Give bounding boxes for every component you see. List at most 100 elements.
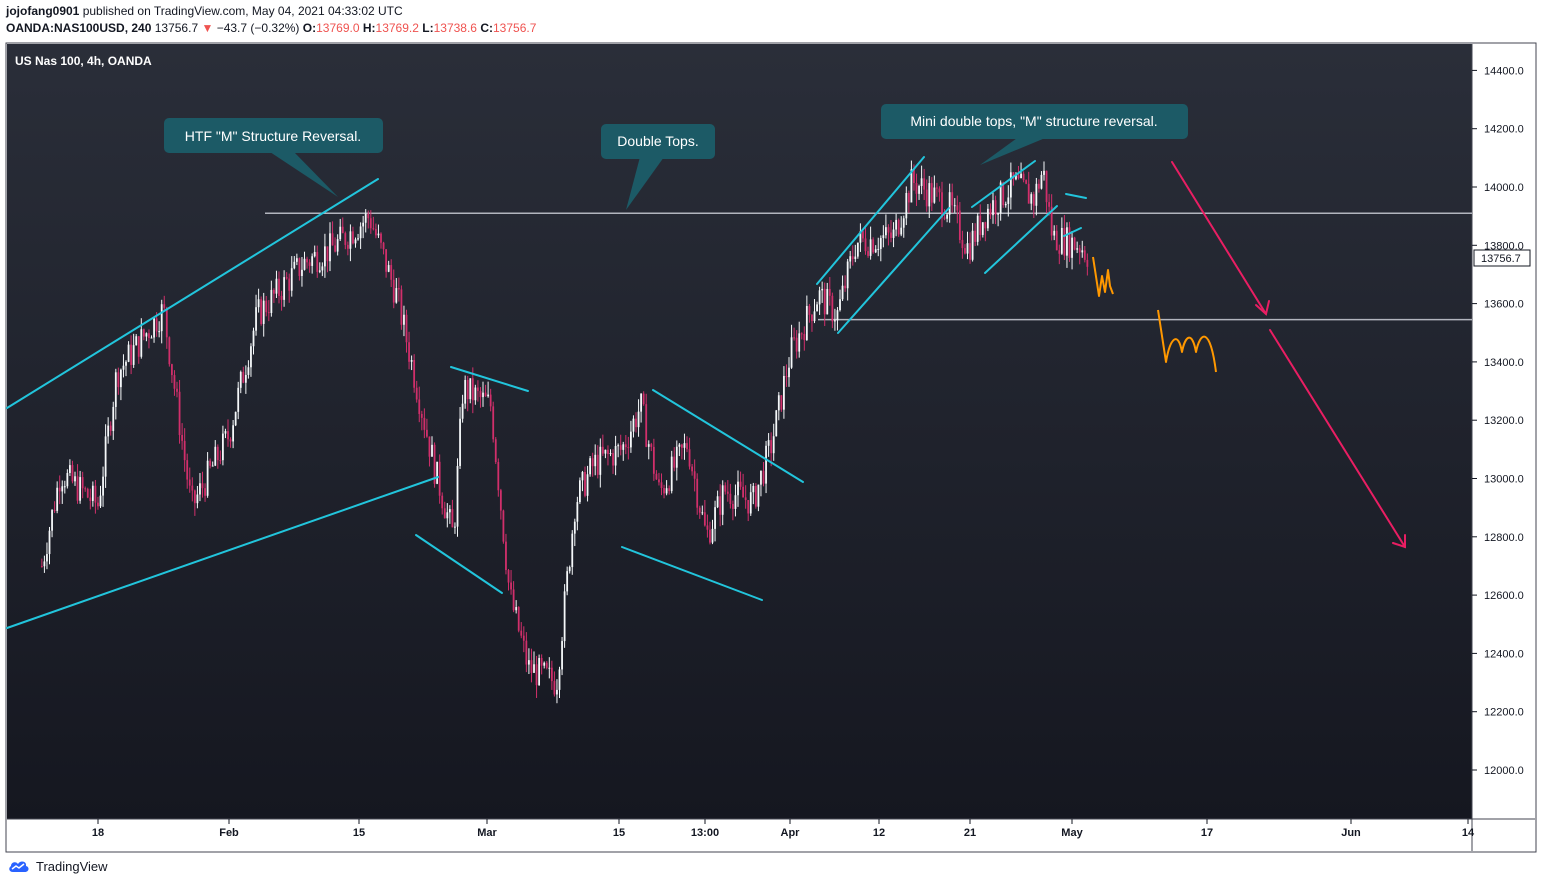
candle[interactable] — [385, 249, 388, 278]
candle[interactable] — [734, 484, 737, 517]
callout-htf-m-reversal[interactable]: HTF "M" Structure Reversal. — [164, 118, 383, 197]
candle[interactable] — [61, 480, 64, 504]
candle[interactable] — [107, 417, 110, 444]
candle[interactable] — [1035, 177, 1038, 216]
plot-area[interactable] — [7, 44, 1472, 819]
candle[interactable] — [770, 432, 773, 467]
candle[interactable] — [71, 460, 74, 484]
candle[interactable] — [247, 360, 250, 379]
candle[interactable] — [953, 198, 956, 213]
candle[interactable] — [525, 632, 528, 673]
candle[interactable] — [890, 220, 892, 243]
candle[interactable] — [943, 209, 946, 221]
candle[interactable] — [984, 221, 987, 242]
candle[interactable] — [607, 445, 609, 466]
candle[interactable] — [173, 370, 176, 396]
candle[interactable] — [349, 224, 352, 262]
candle[interactable] — [227, 419, 229, 447]
candle[interactable] — [484, 384, 487, 397]
candle[interactable] — [974, 223, 977, 247]
candle[interactable] — [278, 271, 280, 304]
candle[interactable] — [760, 470, 762, 497]
candle[interactable] — [839, 289, 841, 312]
candle[interactable] — [428, 436, 431, 467]
candle[interactable] — [540, 654, 543, 675]
candle[interactable] — [612, 449, 614, 474]
candle[interactable] — [505, 533, 507, 575]
candle[interactable] — [660, 473, 663, 496]
candle[interactable] — [301, 257, 303, 287]
candle[interactable] — [925, 179, 928, 212]
candle[interactable] — [573, 518, 576, 547]
candle[interactable] — [877, 237, 880, 257]
candle[interactable] — [443, 501, 446, 519]
candle[interactable] — [492, 401, 495, 443]
candle[interactable] — [543, 661, 546, 669]
candle[interactable] — [372, 216, 375, 231]
trendline-triangle-bottom[interactable] — [415, 534, 503, 594]
candle[interactable] — [222, 425, 224, 466]
candle[interactable] — [459, 407, 461, 469]
candle[interactable] — [341, 217, 344, 234]
candle[interactable] — [395, 278, 398, 304]
candle[interactable] — [283, 270, 286, 307]
candle[interactable] — [423, 408, 426, 439]
candle[interactable] — [691, 463, 694, 476]
candle[interactable] — [1038, 179, 1040, 193]
candle[interactable] — [420, 410, 423, 431]
candle[interactable] — [670, 450, 673, 494]
candle[interactable] — [216, 444, 219, 469]
candle[interactable] — [765, 440, 767, 494]
candle[interactable] — [658, 472, 660, 486]
candle[interactable] — [451, 499, 454, 528]
candle[interactable] — [1058, 244, 1061, 265]
candle[interactable] — [308, 259, 311, 273]
candle[interactable] — [1076, 241, 1079, 254]
candle[interactable] — [987, 204, 989, 232]
candle[interactable] — [477, 380, 479, 402]
candle[interactable] — [683, 433, 686, 460]
candle[interactable] — [686, 436, 688, 453]
candle[interactable] — [112, 401, 115, 440]
candle[interactable] — [489, 388, 492, 412]
candle[interactable] — [528, 648, 530, 675]
candle[interactable] — [777, 392, 780, 421]
candle[interactable] — [966, 231, 969, 260]
candle[interactable] — [632, 415, 635, 438]
trendline-wedge-top[interactable] — [652, 389, 804, 483]
candle[interactable] — [933, 175, 936, 204]
candle[interactable] — [120, 368, 122, 401]
candle[interactable] — [97, 496, 99, 510]
candle[interactable] — [946, 213, 949, 223]
candle[interactable] — [433, 442, 436, 488]
candle[interactable] — [775, 409, 778, 437]
candle[interactable] — [354, 237, 357, 248]
candle[interactable] — [650, 442, 653, 452]
candle[interactable] — [46, 542, 48, 570]
candle[interactable] — [160, 299, 163, 344]
candle[interactable] — [844, 275, 847, 292]
candle[interactable] — [714, 500, 716, 542]
candle[interactable] — [579, 477, 581, 504]
candle[interactable] — [520, 622, 523, 639]
candle[interactable] — [652, 438, 655, 481]
candle[interactable] — [196, 485, 199, 509]
candle[interactable] — [219, 450, 222, 465]
candle[interactable] — [737, 470, 739, 507]
candle[interactable] — [923, 168, 926, 201]
candle[interactable] — [48, 526, 51, 565]
candle[interactable] — [530, 648, 533, 683]
candle[interactable] — [515, 600, 518, 614]
candle[interactable] — [390, 259, 393, 287]
candle[interactable] — [568, 565, 571, 574]
candle[interactable] — [270, 280, 273, 317]
candle[interactable] — [981, 222, 984, 238]
candle[interactable] — [324, 233, 326, 278]
candle[interactable] — [311, 253, 314, 274]
candle[interactable] — [663, 484, 665, 499]
candle[interactable] — [288, 273, 291, 303]
candle[interactable] — [673, 447, 676, 472]
candle[interactable] — [84, 486, 87, 492]
candle[interactable] — [803, 326, 806, 351]
